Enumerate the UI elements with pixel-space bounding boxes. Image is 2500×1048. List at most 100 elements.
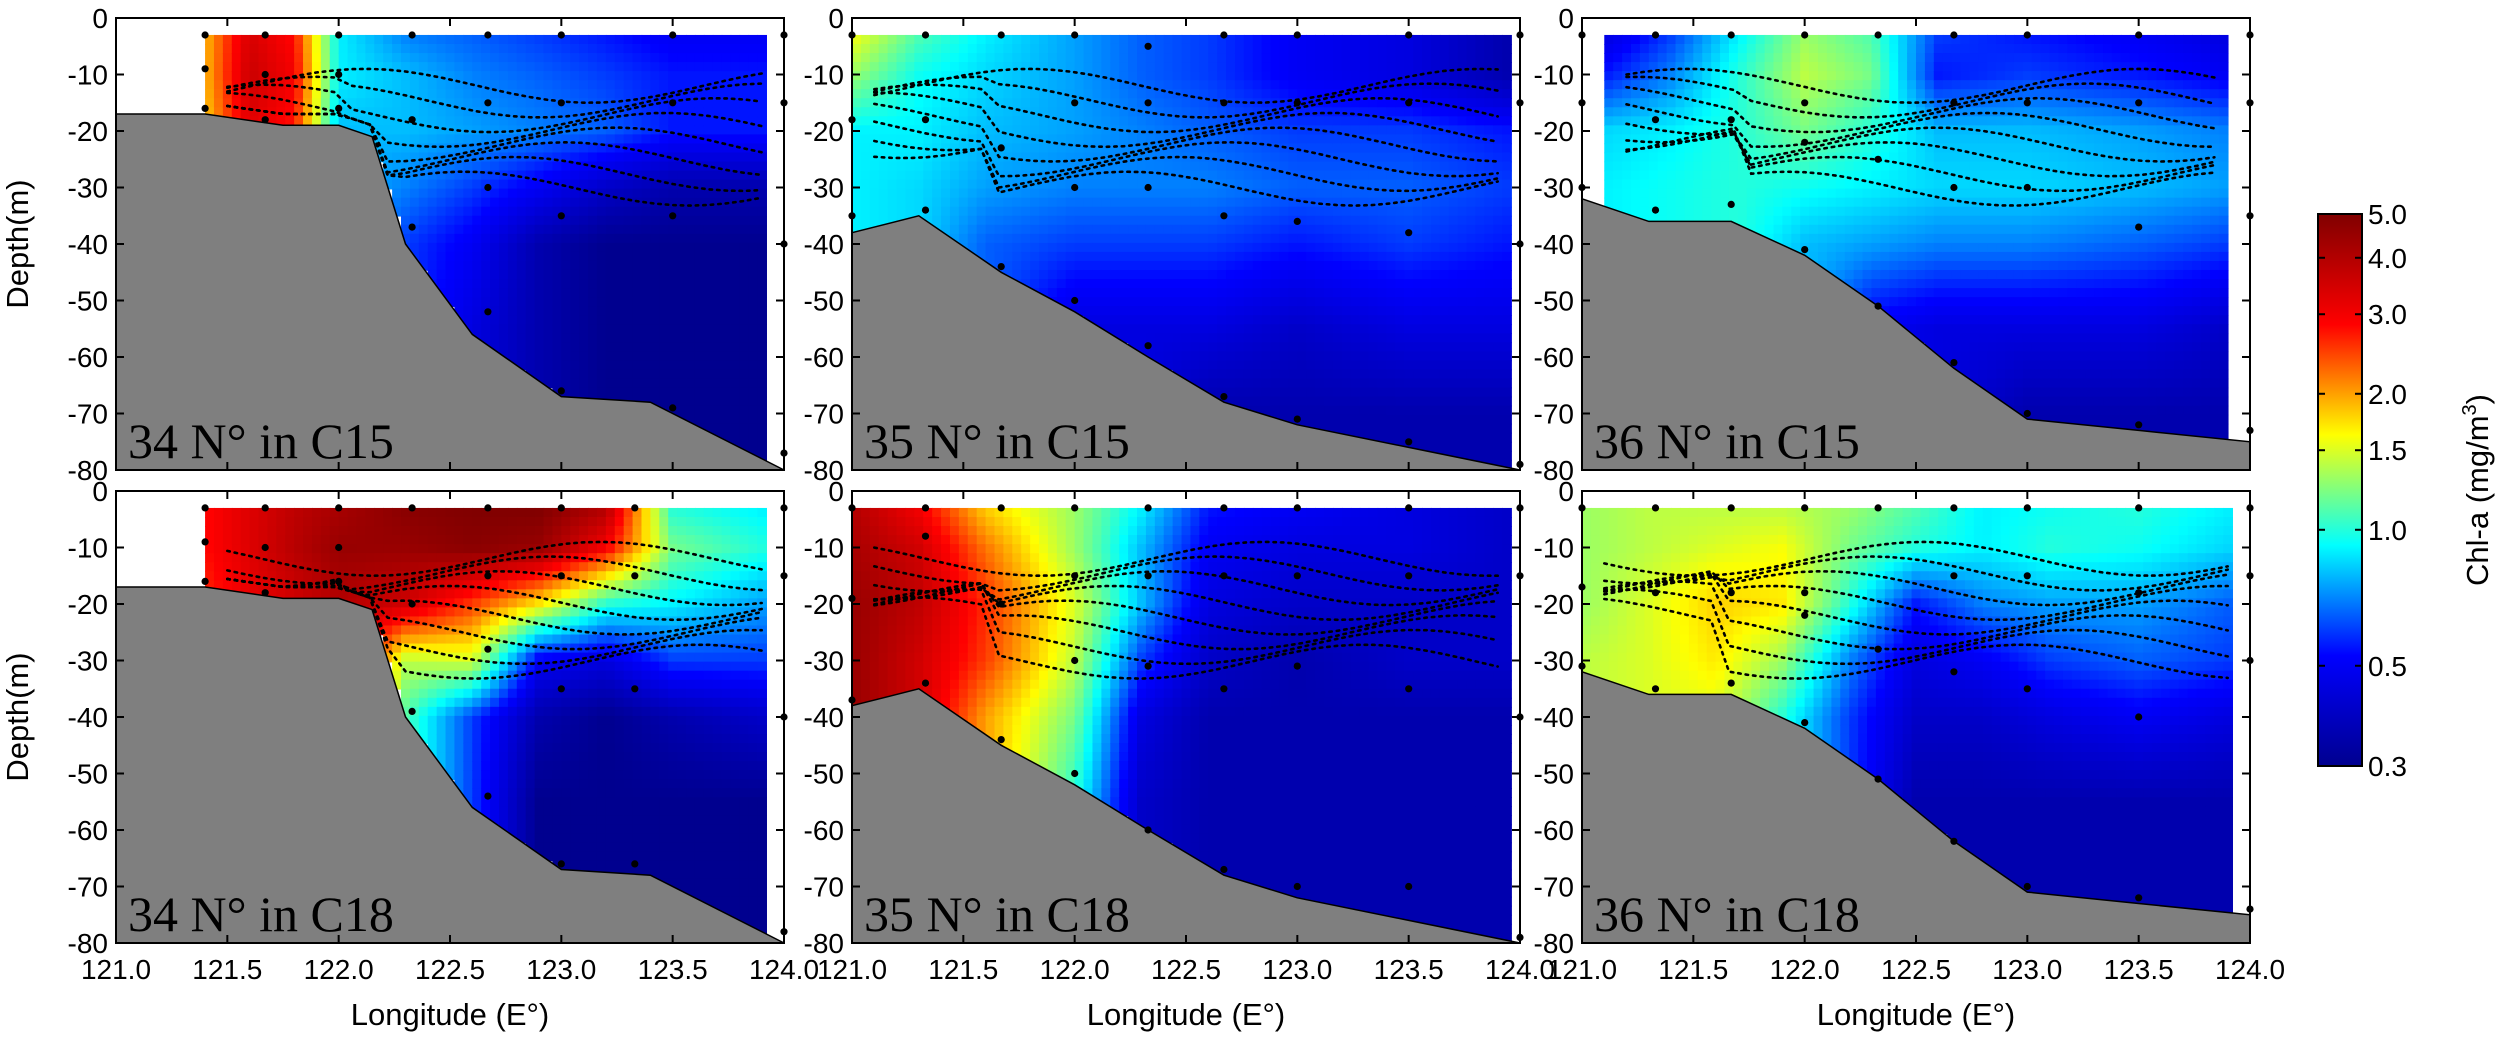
- heatmap-cell: [383, 80, 393, 90]
- heatmap-cell: [1386, 188, 1397, 199]
- heatmap-cell: [641, 378, 652, 389]
- heatmap-cell: [1324, 405, 1334, 416]
- heatmap-cell: [686, 107, 696, 118]
- heatmap-cell: [320, 34, 331, 45]
- heatmap-cell: [1226, 351, 1236, 362]
- heatmap-cell: [632, 378, 643, 389]
- heatmap-cell: [205, 53, 215, 63]
- heatmap-cell: [896, 152, 907, 163]
- heatmap-cell: [561, 143, 572, 154]
- heatmap-cell: [534, 369, 545, 380]
- heatmap-cell: [1324, 43, 1334, 54]
- heatmap-cell: [958, 224, 969, 235]
- heatmap-cell: [1404, 269, 1414, 280]
- heatmap-cell: [1622, 143, 1632, 154]
- heatmap-cell: [932, 43, 942, 54]
- heatmap-cell: [311, 116, 322, 127]
- heatmap-cell: [1359, 71, 1370, 81]
- heatmap-cell: [641, 242, 652, 253]
- heatmap-cell: [1395, 143, 1406, 154]
- heatmap-cell: [338, 34, 349, 45]
- heatmap-cell: [730, 242, 741, 253]
- heatmap-cell: [1145, 197, 1156, 208]
- heatmap-cell: [605, 315, 616, 326]
- heatmap-cell: [860, 107, 871, 118]
- heatmap-cell: [418, 233, 429, 244]
- heatmap-cell: [1368, 333, 1379, 344]
- heatmap-cell: [668, 251, 678, 262]
- heatmap-cell: [1448, 432, 1459, 443]
- heatmap-cell: [427, 215, 438, 226]
- heatmap-cell: [1243, 62, 1254, 72]
- heatmap-cell: [1413, 224, 1423, 235]
- heatmap-cell: [1190, 378, 1201, 389]
- heatmap-cell: [481, 34, 491, 45]
- heatmap-cell: [1377, 315, 1388, 326]
- heatmap-cell: [650, 387, 661, 398]
- heatmap-cell: [941, 62, 951, 72]
- heatmap-cell: [905, 107, 916, 118]
- heatmap-cell: [1493, 260, 1503, 271]
- heatmap-cell: [1350, 89, 1361, 100]
- heatmap-cell: [1243, 206, 1254, 217]
- heatmap-cell: [1297, 71, 1308, 81]
- heatmap-cell: [570, 242, 580, 253]
- heatmap-cell: [588, 43, 598, 54]
- heatmap-cell: [1208, 260, 1218, 271]
- heatmap-cell: [1350, 324, 1361, 335]
- heatmap-cell: [1234, 53, 1245, 63]
- heatmap-cell: [896, 161, 907, 172]
- heatmap-cell: [1234, 269, 1245, 280]
- heatmap-cell: [1297, 179, 1308, 190]
- heatmap-cell: [1217, 197, 1227, 208]
- heatmap-cell: [1639, 107, 1650, 118]
- heatmap-cell: [650, 143, 661, 154]
- heatmap-cell: [923, 188, 933, 199]
- heatmap-cell: [507, 134, 518, 145]
- heatmap-cell: [1288, 224, 1299, 235]
- heatmap-cell: [374, 134, 384, 145]
- heatmap-cell: [1092, 215, 1103, 226]
- heatmap-cell: [1430, 297, 1441, 307]
- heatmap-cell: [1137, 324, 1147, 335]
- heatmap-cell: [213, 34, 224, 45]
- heatmap-cell: [1613, 107, 1623, 118]
- heatmap-cell: [1377, 62, 1388, 72]
- heatmap-cell: [721, 333, 732, 344]
- heatmap-cell: [923, 179, 933, 190]
- heatmap-cell: [516, 53, 527, 63]
- heatmap-cell: [588, 206, 598, 217]
- heatmap-cell: [958, 161, 969, 172]
- heatmap-cell: [1021, 80, 1031, 90]
- heatmap-cell: [1439, 315, 1450, 326]
- heatmap-cell: [1377, 360, 1388, 371]
- heatmap-cell: [757, 324, 767, 335]
- heatmap-cell: [1630, 125, 1641, 136]
- heatmap-cell: [1226, 34, 1236, 45]
- heatmap-cell: [1119, 215, 1129, 226]
- heatmap-cell: [409, 215, 420, 226]
- heatmap-cell: [1252, 288, 1263, 298]
- heatmap-cell: [1386, 43, 1397, 54]
- heatmap-cell: [605, 369, 616, 380]
- heatmap-cell: [1181, 89, 1192, 100]
- heatmap-cell: [1332, 414, 1343, 425]
- heatmap-cell: [1359, 107, 1370, 118]
- heatmap-cell: [392, 188, 402, 199]
- heatmap-cell: [1386, 125, 1397, 136]
- heatmap-cell: [730, 170, 741, 181]
- heatmap-cell: [1181, 324, 1192, 335]
- heatmap-cell: [650, 179, 661, 190]
- heatmap-cell: [498, 242, 509, 253]
- heatmap-cell: [374, 34, 384, 45]
- heatmap-cell: [757, 279, 767, 289]
- heatmap-cell: [294, 98, 304, 109]
- heatmap-cell: [748, 161, 759, 172]
- heatmap-cell: [481, 62, 491, 72]
- heatmap-cell: [614, 279, 625, 289]
- heatmap-cell: [1493, 387, 1503, 398]
- heatmap-cell: [1728, 98, 1739, 109]
- heatmap-cell: [650, 53, 661, 63]
- heatmap-cell: [445, 71, 456, 81]
- heatmap-cell: [1324, 215, 1334, 226]
